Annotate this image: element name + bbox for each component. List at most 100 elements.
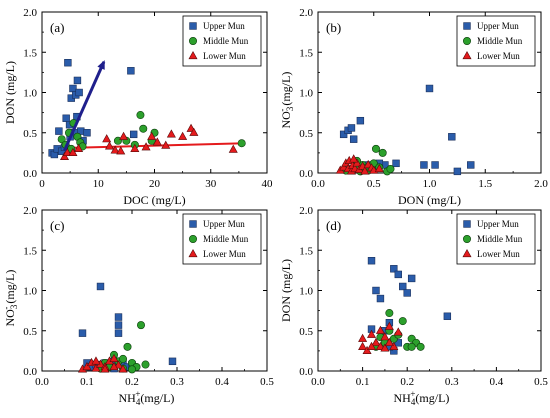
data-point	[137, 321, 146, 330]
y-tick-label: 2.0	[299, 205, 313, 217]
series-lower-mun	[335, 154, 384, 175]
legend: Upper Mun Middle Mun Lower Mun	[456, 213, 536, 265]
x-tick-label: 0.5	[367, 178, 381, 190]
legend-entry: Middle Mun	[477, 36, 523, 46]
legend-entry: Upper Mun	[203, 219, 245, 229]
data-point	[69, 84, 77, 93]
x-tick-label: 0.3	[170, 376, 184, 388]
panel-label: (a)	[50, 20, 64, 35]
x-tick-label: 0.0	[311, 178, 325, 190]
data-point	[113, 360, 124, 369]
legend-marker	[463, 22, 471, 30]
data-point	[378, 148, 387, 157]
legend: Upper Mun Middle Mun Lower Mun	[182, 15, 262, 67]
data-point	[127, 67, 135, 75]
upper-mun-trend-arrow	[63, 61, 106, 152]
data-point	[443, 312, 452, 320]
data-point	[141, 142, 151, 151]
y-axis-title: NO3- (mg/L)	[1, 270, 19, 327]
x-axis-title: NH4+(mg/L)	[119, 389, 175, 407]
data-point	[394, 339, 402, 347]
data-point	[123, 342, 132, 351]
y-tick-label: 1.5	[23, 47, 37, 59]
data-point	[91, 356, 101, 365]
legend-marker	[189, 235, 198, 244]
data-point	[380, 343, 390, 352]
data-point	[130, 143, 140, 152]
data-point	[82, 361, 92, 371]
x-axis-title: DON (mg/L)	[398, 193, 461, 207]
legend-entry: Middle Mun	[203, 36, 249, 46]
data-point	[109, 353, 119, 363]
data-point	[360, 166, 370, 175]
x-tick-label: 0.1	[80, 376, 94, 388]
x-tick-label: 0	[39, 178, 45, 190]
x-tick-label: 0.1	[356, 376, 370, 388]
data-point	[376, 294, 385, 303]
x-tick-label: 2.0	[534, 178, 548, 190]
data-point	[114, 321, 123, 329]
panel-label: (b)	[326, 20, 341, 35]
x-tick-label: 0.2	[125, 376, 139, 388]
data-point	[367, 329, 377, 338]
data-point	[384, 337, 394, 346]
legend-marker	[188, 248, 198, 258]
y-tick-label: 0.5	[299, 326, 313, 338]
series-lower-mun	[358, 321, 403, 354]
data-point	[102, 134, 112, 143]
y-tick-label: 1.0	[299, 286, 313, 298]
data-point	[385, 309, 394, 318]
data-point	[168, 357, 177, 366]
x-tick-label: 30	[205, 178, 217, 190]
data-point	[356, 116, 365, 125]
data-point	[114, 329, 123, 337]
y-tick-label: 0.0	[299, 168, 313, 180]
data-point	[100, 364, 110, 373]
data-point	[237, 139, 246, 148]
data-point	[384, 321, 394, 330]
x-tick-label: 0.4	[490, 376, 504, 388]
data-point	[352, 158, 362, 167]
x-tick-label: 0.0	[35, 376, 49, 388]
data-point	[139, 124, 148, 133]
data-point	[64, 59, 72, 67]
data-point	[161, 140, 171, 149]
data-point	[116, 146, 126, 155]
data-point	[407, 342, 416, 351]
legend-entry: Upper Mun	[203, 21, 245, 31]
legend-entry: Lower Mun	[477, 249, 520, 259]
data-point	[73, 76, 82, 85]
data-point	[68, 147, 78, 156]
data-point	[62, 114, 70, 122]
data-point	[358, 341, 368, 350]
data-point	[380, 332, 390, 341]
data-point	[75, 88, 83, 97]
data-point	[375, 341, 385, 350]
data-point	[62, 147, 72, 156]
data-point	[399, 282, 407, 291]
legend-entry: Lower Mun	[203, 51, 246, 61]
data-point	[416, 342, 425, 351]
data-point	[91, 363, 101, 372]
x-tick-label: 0.2	[400, 376, 414, 388]
data-point	[398, 317, 407, 326]
data-point	[57, 135, 66, 144]
y-axis-title: DON (mg/L)	[3, 61, 17, 124]
legend: Upper Mun Middle Mun Lower Mun	[182, 213, 262, 265]
panel-label: (c)	[50, 218, 64, 233]
y-tick-label: 0.0	[299, 366, 313, 378]
x-tick-label: 0.3	[445, 376, 459, 388]
legend-entry: Upper Mun	[477, 21, 519, 31]
x-tick-label: 40	[262, 178, 274, 190]
data-point	[372, 286, 380, 295]
x-tick-label: 1.5	[478, 178, 492, 190]
x-tick-label: 0.5	[534, 376, 548, 388]
data-point	[407, 274, 416, 283]
data-point	[390, 265, 398, 273]
data-point	[178, 131, 188, 140]
y-tick-label: 1.0	[23, 88, 37, 100]
data-point	[420, 161, 428, 169]
data-point	[394, 270, 402, 279]
legend-entry: Middle Mun	[203, 234, 249, 244]
